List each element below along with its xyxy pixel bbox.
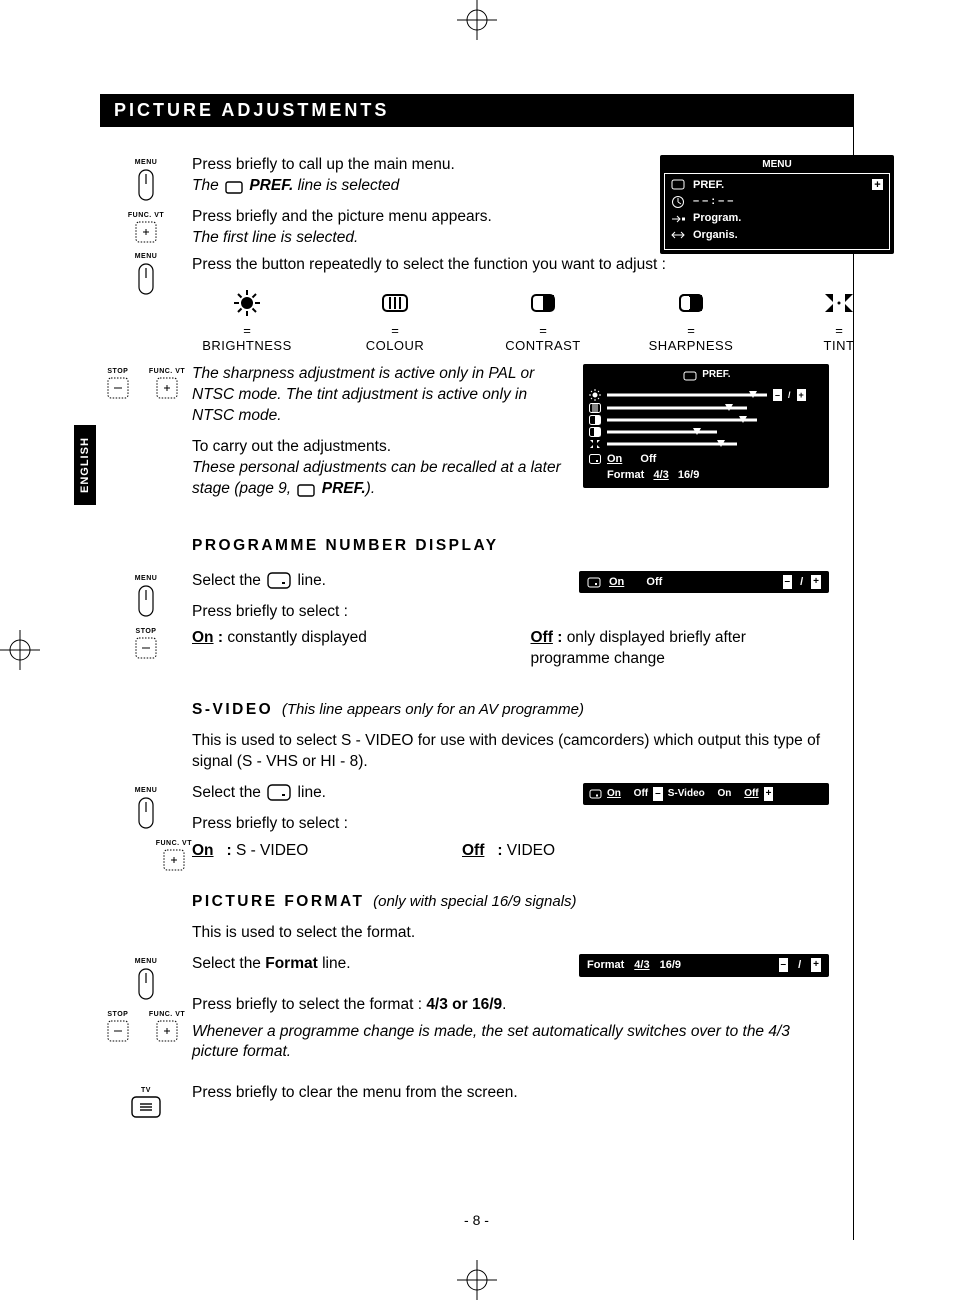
crop-mark-left [0, 630, 40, 670]
svideo-desc: This is used to select S - VIDEO for use… [192, 731, 829, 773]
svideo-heading: S-VIDEO [192, 701, 273, 718]
page-title: PICTURE ADJUSTMENTS [100, 94, 853, 127]
stop-funcvt-pair: STOP FUNC. VT [107, 368, 185, 399]
brightness-icon [227, 288, 267, 318]
screen-icon [671, 179, 685, 190]
osd-pref-sliders: PREF. –/+ [583, 364, 829, 488]
func-vt-button-icon: FUNC. VT [156, 840, 192, 871]
osd-menu-panel: MENU PREF. + – – : – – [660, 155, 894, 254]
clock-icon [671, 195, 685, 209]
menu-button-icon: MENU [134, 958, 158, 1001]
format-note: Whenever a programme change is made, the… [192, 1022, 829, 1064]
screen-dot-icon [589, 454, 601, 464]
language-tab: ENGLISH [74, 425, 96, 505]
contrast-icon [589, 415, 601, 425]
tint-icon [819, 288, 859, 318]
osd-svideo-strip: On Off – S-Video On Off + [583, 783, 829, 805]
arrows-h-icon [671, 230, 685, 240]
stop-button-icon: STOP [135, 628, 157, 659]
crop-mark-bottom [457, 1260, 497, 1300]
colour-icon [589, 403, 601, 413]
intro-instruction: Press the button repeatedly to select th… [192, 255, 894, 276]
colour-icon [375, 288, 415, 318]
function-icon-row: =BRIGHTNESS =COLOUR =CONTRAST =SHARPNESS [192, 288, 894, 355]
prog-num-heading: PROGRAMME NUMBER DISPLAY [192, 536, 829, 557]
menu-button-icon: MENU [134, 159, 158, 202]
intro-line: Press briefly to call up the main menu. [192, 156, 455, 173]
format-heading: PICTURE FORMAT [192, 893, 364, 910]
crop-mark-top [457, 0, 497, 40]
osd-format-strip: Format 4/3 16/9 –/+ [579, 954, 829, 977]
clear-menu-text: Press briefly to clear the menu from the… [192, 1083, 829, 1104]
page-number: - 8 - [100, 1212, 853, 1228]
brightness-icon [589, 389, 601, 401]
menu-button-icon: MENU [134, 575, 158, 618]
menu-button-icon: MENU [134, 253, 158, 296]
tv-button-icon: TV [131, 1087, 161, 1118]
sharpness-icon [671, 288, 711, 318]
sharpness-tint-note: The sharpness adjustment is active only … [192, 364, 552, 427]
arrow-right-dot-icon [671, 214, 685, 224]
page-frame: ENGLISH PICTURE ADJUSTMENTS MENU FUNC. V… [100, 94, 854, 1240]
func-vt-button-icon: FUNC. VT [128, 212, 164, 243]
contrast-icon [523, 288, 563, 318]
menu-button-icon: MENU [134, 787, 158, 830]
stop-funcvt-pair: STOP FUNC. VT [107, 1011, 185, 1042]
sharpness-icon [589, 427, 601, 437]
tint-icon [589, 439, 601, 449]
osd-onoff-strip: On Off –/+ [579, 571, 829, 594]
